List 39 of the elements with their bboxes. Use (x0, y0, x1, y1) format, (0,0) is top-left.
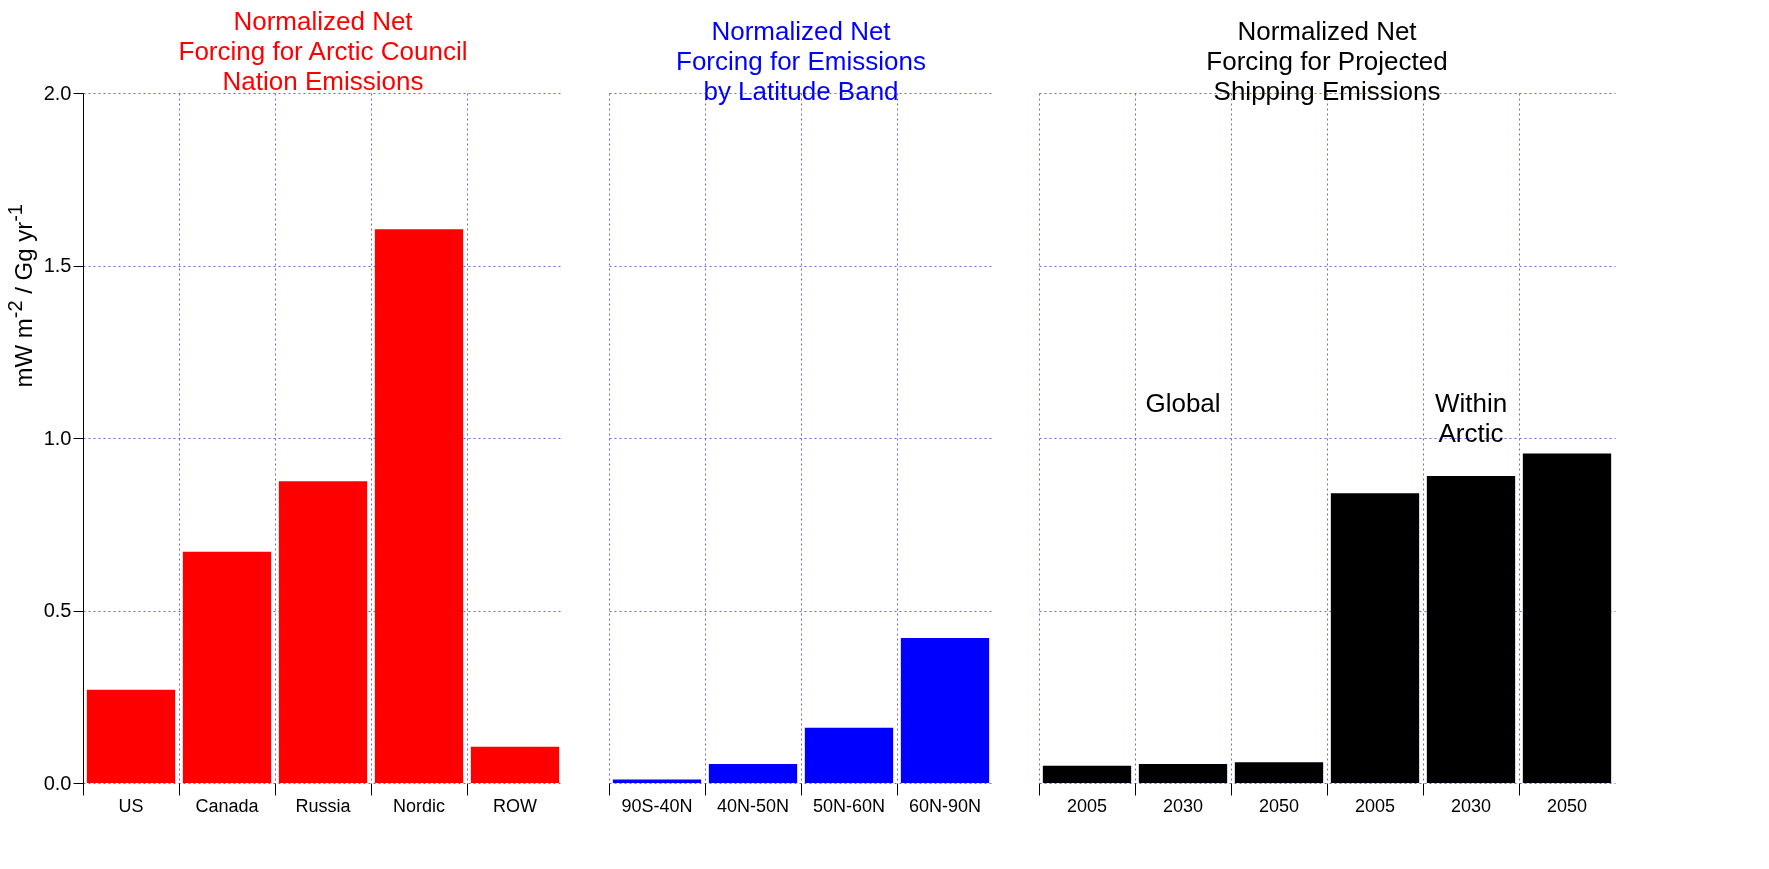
x-tick-label: 50N-60N (812, 795, 886, 816)
chart-title: Normalized Net Forcing for Projected Shipping Emissions (1206, 16, 1448, 106)
x-tick-label: 2030 (1450, 795, 1492, 816)
chart-title: Normalized Net Forcing for Arctic Council Nation Emissions (178, 6, 468, 96)
bar (1426, 475, 1516, 783)
bar (1138, 764, 1228, 783)
bar (708, 764, 798, 783)
x-tick-label: 60N-90N (908, 795, 982, 816)
bar (1042, 765, 1132, 783)
x-tick-label: 2030 (1162, 795, 1204, 816)
y-tick-label: 2.0 (43, 81, 72, 104)
bar (804, 727, 894, 783)
x-tick-label: 40N-50N (716, 795, 790, 816)
bar (470, 746, 560, 783)
bar (374, 229, 464, 783)
x-tick-label: ROW (493, 795, 537, 816)
bar (1330, 493, 1420, 783)
y-tick-label: 1.0 (43, 426, 72, 449)
bar (86, 689, 176, 783)
x-tick-label: 2005 (1354, 795, 1396, 816)
y-tick-label: 0.0 (43, 771, 72, 794)
bar (182, 551, 272, 783)
annotation: Global (1145, 388, 1221, 419)
bar (1234, 762, 1324, 783)
x-tick-label: Canada (195, 795, 260, 816)
x-tick-label: 90S-40N (621, 795, 693, 816)
chart-title: Normalized Net Forcing for Emissions by Latitude Band (676, 16, 926, 106)
x-tick-label: 2050 (1258, 795, 1300, 816)
x-tick-label: 2050 (1546, 795, 1588, 816)
x-tick-label: 2005 (1066, 795, 1108, 816)
y-tick-label: 0.5 (43, 599, 72, 621)
x-tick-label: US (118, 795, 144, 816)
bar (1522, 453, 1612, 783)
x-tick-label: Russia (295, 795, 352, 816)
annotation: Within Arctic (1434, 388, 1508, 449)
x-tick-label: Nordic (392, 795, 446, 816)
bar (278, 481, 368, 783)
bar (900, 638, 990, 783)
y-tick-label: 1.5 (43, 254, 72, 276)
